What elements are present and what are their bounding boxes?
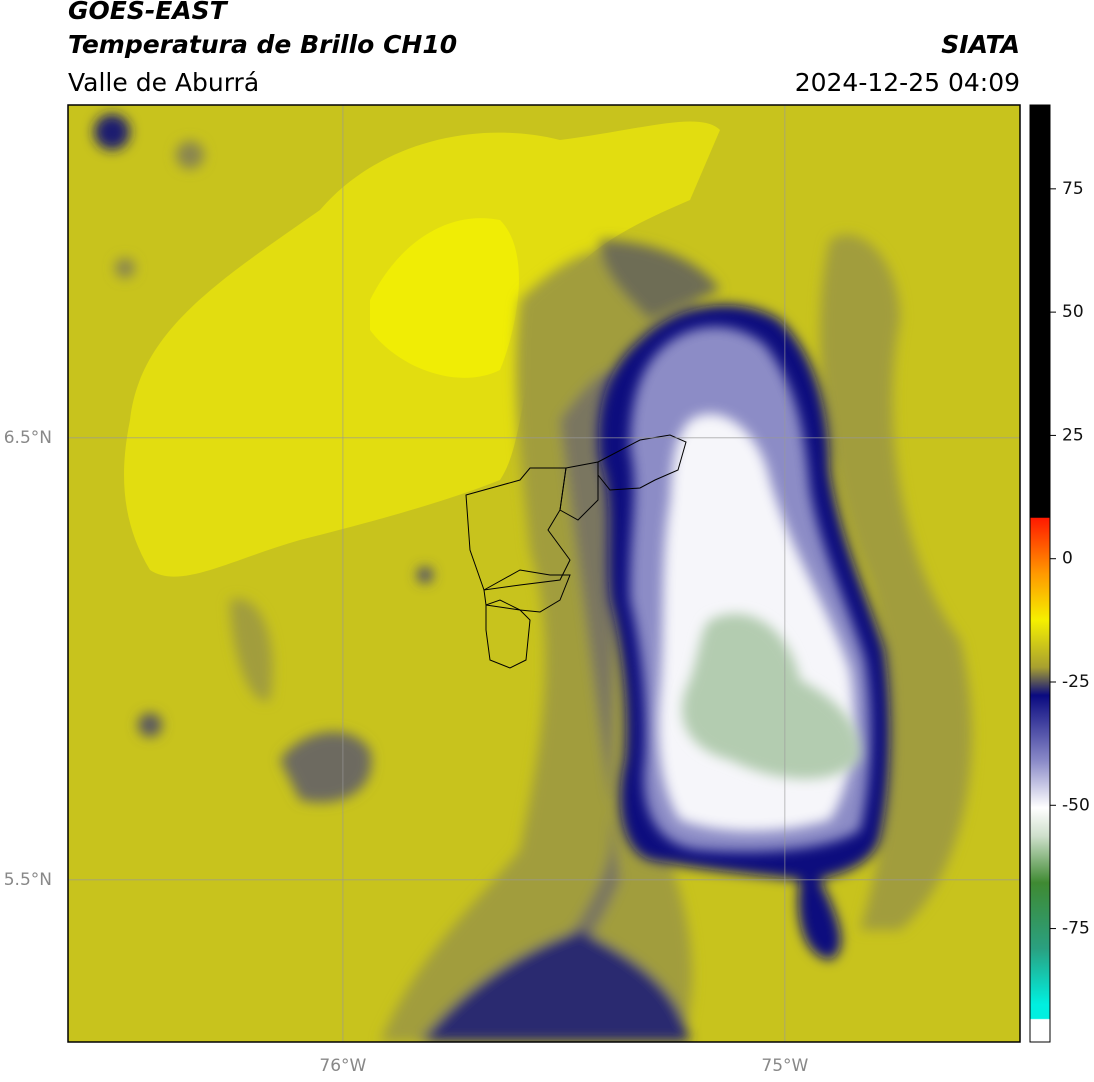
source: SIATA	[941, 30, 1020, 59]
subtitle: Temperatura de Brillo CH10	[68, 30, 457, 59]
satellite-image	[68, 105, 1020, 1042]
colorbar-tick-label: -75	[1062, 919, 1090, 939]
y-tick-label: 5.5°N	[4, 870, 52, 890]
colorbar-tick-label: 50	[1062, 302, 1084, 322]
datetime: 2024-12-25 04:09	[795, 68, 1020, 97]
map-frame	[67, 104, 1021, 1043]
colorbar-tick-label: 25	[1062, 425, 1084, 445]
title: GOES-EAST	[68, 0, 229, 25]
colorbar-tick-label: 75	[1062, 179, 1084, 199]
colorbar-tick-label: 0	[1062, 549, 1073, 569]
x-tick-label: 75°W	[761, 1056, 808, 1076]
colorbar	[1029, 104, 1051, 1043]
region: Valle de Aburrá	[68, 68, 259, 97]
x-tick-label: 76°W	[319, 1056, 366, 1076]
colorbar-tick-label: -50	[1062, 795, 1090, 815]
y-tick-label: 6.5°N	[4, 428, 52, 448]
colorbar-tick-label: -25	[1062, 672, 1090, 692]
